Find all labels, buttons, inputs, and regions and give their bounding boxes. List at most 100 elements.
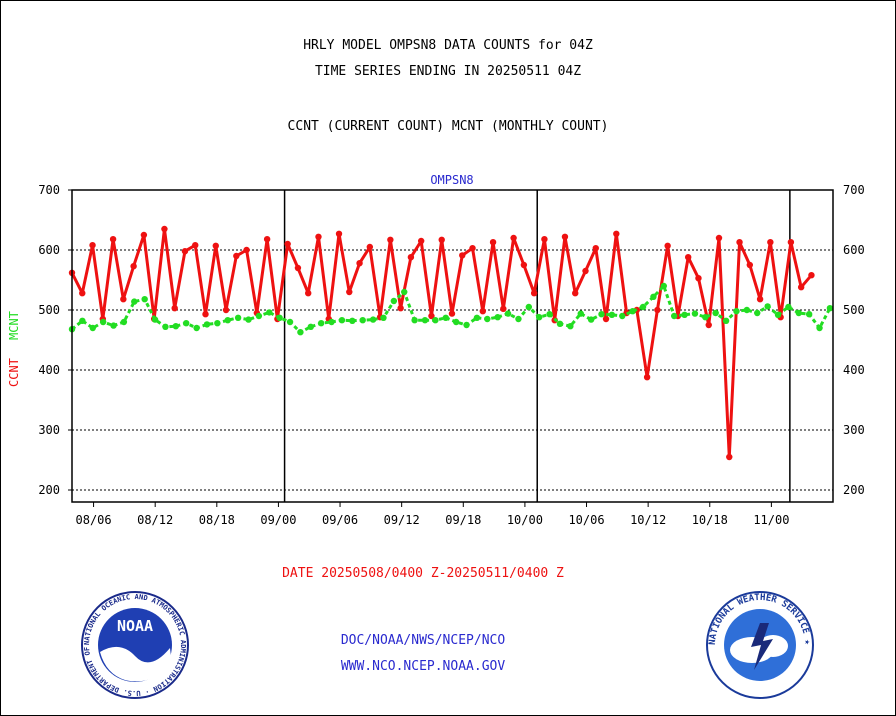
- data-point-ccnt: [233, 252, 240, 260]
- plot-area-border: [71, 189, 834, 503]
- data-point-ccnt: [356, 260, 363, 267]
- data-point-ccnt: [459, 252, 466, 259]
- data-point-ccnt: [500, 305, 507, 312]
- data-point-ccnt: [120, 296, 127, 303]
- data-point-mcnt: [473, 314, 481, 321]
- date-range: DATE 20250508/0400 Z-20250511/0400 Z: [282, 566, 564, 581]
- noaa-logo[interactable]: NATIONAL OCEANIC AND ATMOSPHERIC ADMINIS…: [80, 590, 190, 700]
- data-point-mcnt: [660, 282, 667, 290]
- data-point-ccnt: [695, 275, 702, 282]
- data-point-ccnt: [161, 225, 168, 233]
- nws-logo[interactable]: NATIONAL WEATHER SERVICE ★: [705, 590, 815, 700]
- x-tick-label: 09/18: [445, 513, 481, 527]
- data-point-ccnt: [263, 236, 271, 243]
- data-point-mcnt: [484, 315, 491, 323]
- data-point-ccnt: [192, 242, 199, 249]
- data-point-mcnt: [598, 311, 605, 318]
- y-tick-label-left: 400: [38, 363, 60, 377]
- data-point-mcnt: [297, 329, 304, 336]
- data-point-mcnt: [743, 306, 751, 314]
- data-point-mcnt: [120, 318, 128, 326]
- data-point-ccnt: [520, 261, 528, 269]
- x-tick-label: 08/12: [137, 513, 173, 527]
- data-point-mcnt: [89, 324, 96, 332]
- data-point-ccnt: [417, 237, 425, 245]
- data-point-mcnt: [255, 312, 263, 320]
- data-point-ccnt: [89, 242, 96, 249]
- data-point-mcnt: [702, 314, 709, 321]
- data-point-mcnt: [172, 323, 180, 330]
- data-point-mcnt: [99, 318, 107, 326]
- data-point-ccnt: [202, 311, 209, 318]
- y-tick-label-left: 600: [38, 243, 60, 257]
- noaa-logo-text: NOAA: [117, 617, 153, 635]
- x-tick-label: 10/00: [507, 513, 543, 527]
- data-point-ccnt: [335, 230, 343, 237]
- data-point-mcnt: [504, 310, 512, 317]
- data-point-ccnt: [130, 263, 137, 270]
- data-point-mcnt: [338, 317, 346, 324]
- data-point-mcnt: [224, 317, 231, 324]
- data-point-mcnt: [567, 323, 574, 330]
- series-line-ccnt: [70, 227, 813, 459]
- y-tick-label-right: 500: [843, 303, 865, 317]
- data-point-mcnt: [619, 312, 626, 320]
- data-point-ccnt: [243, 246, 250, 254]
- data-point-mcnt: [266, 309, 273, 316]
- data-point-ccnt: [787, 239, 795, 246]
- data-point-ccnt: [592, 245, 599, 252]
- data-point-mcnt: [328, 318, 335, 326]
- data-point-ccnt: [181, 248, 189, 255]
- data-point-mcnt: [245, 316, 252, 323]
- data-point-ccnt: [222, 306, 230, 314]
- data-point-ccnt: [797, 284, 805, 291]
- x-tick-label: 11/00: [753, 513, 789, 527]
- data-point-ccnt: [407, 254, 415, 261]
- header-line-2: TIME SERIES ENDING IN 20250511 04Z: [314, 64, 582, 79]
- data-point-mcnt: [286, 318, 294, 326]
- data-point-mcnt: [494, 314, 501, 321]
- data-point-mcnt: [795, 309, 802, 317]
- data-point-ccnt: [746, 261, 754, 269]
- data-point-mcnt: [131, 298, 138, 305]
- data-point-ccnt: [541, 236, 548, 243]
- data-point-ccnt: [489, 239, 497, 246]
- data-point-ccnt: [346, 288, 353, 296]
- data-point-mcnt: [141, 296, 148, 303]
- data-point-mcnt: [639, 303, 647, 311]
- data-point-mcnt: [349, 317, 356, 324]
- footer-link-doc[interactable]: DOC/NOAA/NWS/NCEP/NCO: [340, 633, 506, 648]
- data-point-mcnt: [151, 316, 159, 323]
- data-point-mcnt: [369, 316, 377, 323]
- x-tick-label: 10/12: [630, 513, 666, 527]
- data-point-mcnt: [401, 288, 408, 296]
- x-tick-label: 08/18: [199, 513, 235, 527]
- data-point-ccnt: [366, 243, 374, 251]
- data-point-ccnt: [572, 290, 579, 297]
- data-point-mcnt: [203, 321, 211, 328]
- data-point-ccnt: [684, 254, 692, 261]
- data-point-mcnt: [432, 317, 439, 324]
- data-point-mcnt: [193, 324, 200, 332]
- data-point-mcnt: [307, 323, 314, 330]
- x-tick-label: 10/06: [568, 513, 604, 527]
- x-tick-label: 09/12: [384, 513, 420, 527]
- data-point-ccnt: [654, 306, 661, 314]
- x-tick-label: 09/06: [322, 513, 358, 527]
- data-point-ccnt: [715, 234, 723, 242]
- series-ccnt: [68, 225, 815, 461]
- y-tick-label-right: 200: [843, 483, 865, 497]
- data-point-mcnt: [452, 318, 460, 326]
- data-point-ccnt: [284, 240, 291, 248]
- footer-link-www[interactable]: WWW.NCO.NCEP.NOAA.GOV: [340, 659, 506, 674]
- data-point-ccnt: [469, 245, 476, 252]
- y-tick-label-left: 500: [38, 303, 60, 317]
- data-point-ccnt: [643, 374, 651, 381]
- x-tick-label: 08/06: [76, 513, 112, 527]
- data-point-ccnt: [479, 308, 486, 315]
- data-point-mcnt: [421, 317, 429, 324]
- data-point-ccnt: [767, 239, 774, 246]
- x-tick-label: 09/00: [260, 513, 296, 527]
- y-tick-label-left: 700: [38, 183, 60, 197]
- data-point-mcnt: [587, 316, 595, 323]
